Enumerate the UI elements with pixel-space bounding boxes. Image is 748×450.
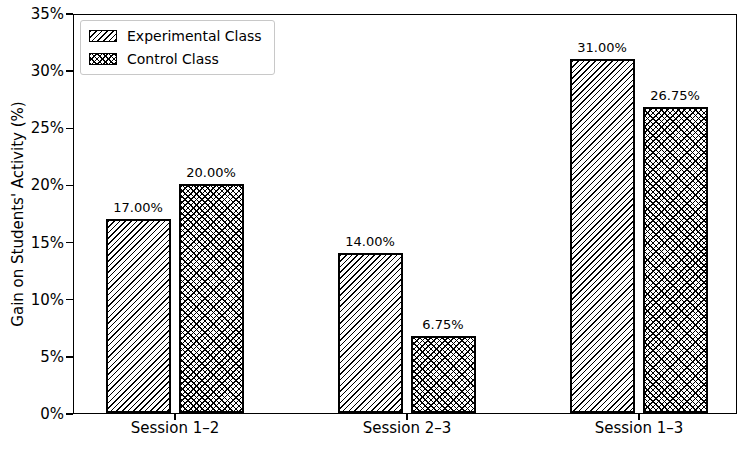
ytick-label: 35%	[0, 5, 64, 23]
bar-value-control-class-session-1-3: 26.75%	[650, 88, 700, 103]
legend-item-experimental-class: Experimental Class	[89, 28, 262, 44]
ytick-mark	[66, 299, 73, 301]
legend-swatch-control-class	[89, 53, 117, 65]
bar-experimental-class-session-1-3	[570, 59, 635, 413]
ytick-label: 25%	[0, 119, 64, 137]
bar-control-class-session-1-2	[179, 184, 244, 413]
ytick-label: 30%	[0, 62, 64, 80]
legend-label: Control Class	[127, 51, 219, 67]
bar-experimental-class-session-2-3	[338, 253, 403, 413]
bar-value-experimental-class-session-2-3: 14.00%	[345, 234, 395, 249]
ytick-mark	[66, 185, 73, 187]
bar-control-class-session-2-3	[411, 336, 476, 413]
bar-chart-figure: Gain on Students' Activity (%) 17.00%20.…	[0, 0, 748, 450]
ytick-label: 0%	[0, 405, 64, 423]
bar-value-control-class-session-2-3: 6.75%	[422, 317, 463, 332]
legend-label: Experimental Class	[127, 28, 262, 44]
legend: Experimental Class Control Class	[80, 20, 275, 75]
bar-value-control-class-session-1-2: 20.00%	[186, 165, 236, 180]
xtick-label-session-1-2: Session 1–2	[131, 419, 220, 437]
bar-experimental-class-session-1-2	[106, 219, 171, 413]
ytick-mark	[66, 242, 73, 244]
bar-value-experimental-class-session-1-2: 17.00%	[113, 200, 163, 215]
ytick-label: 20%	[0, 176, 64, 194]
ytick-mark	[66, 413, 73, 415]
ytick-label: 5%	[0, 348, 64, 366]
bar-control-class-session-1-3	[643, 107, 708, 413]
ytick-mark	[66, 356, 73, 358]
xtick-label-session-1-3: Session 1–3	[595, 419, 684, 437]
ytick-mark	[66, 13, 73, 15]
ytick-mark	[66, 128, 73, 130]
ytick-label: 15%	[0, 234, 64, 252]
bar-value-experimental-class-session-1-3: 31.00%	[577, 40, 627, 55]
ytick-label: 10%	[0, 291, 64, 309]
legend-swatch-experimental-class	[89, 30, 117, 42]
ytick-mark	[66, 70, 73, 72]
xtick-label-session-2-3: Session 2–3	[363, 419, 452, 437]
legend-item-control-class: Control Class	[89, 51, 262, 67]
